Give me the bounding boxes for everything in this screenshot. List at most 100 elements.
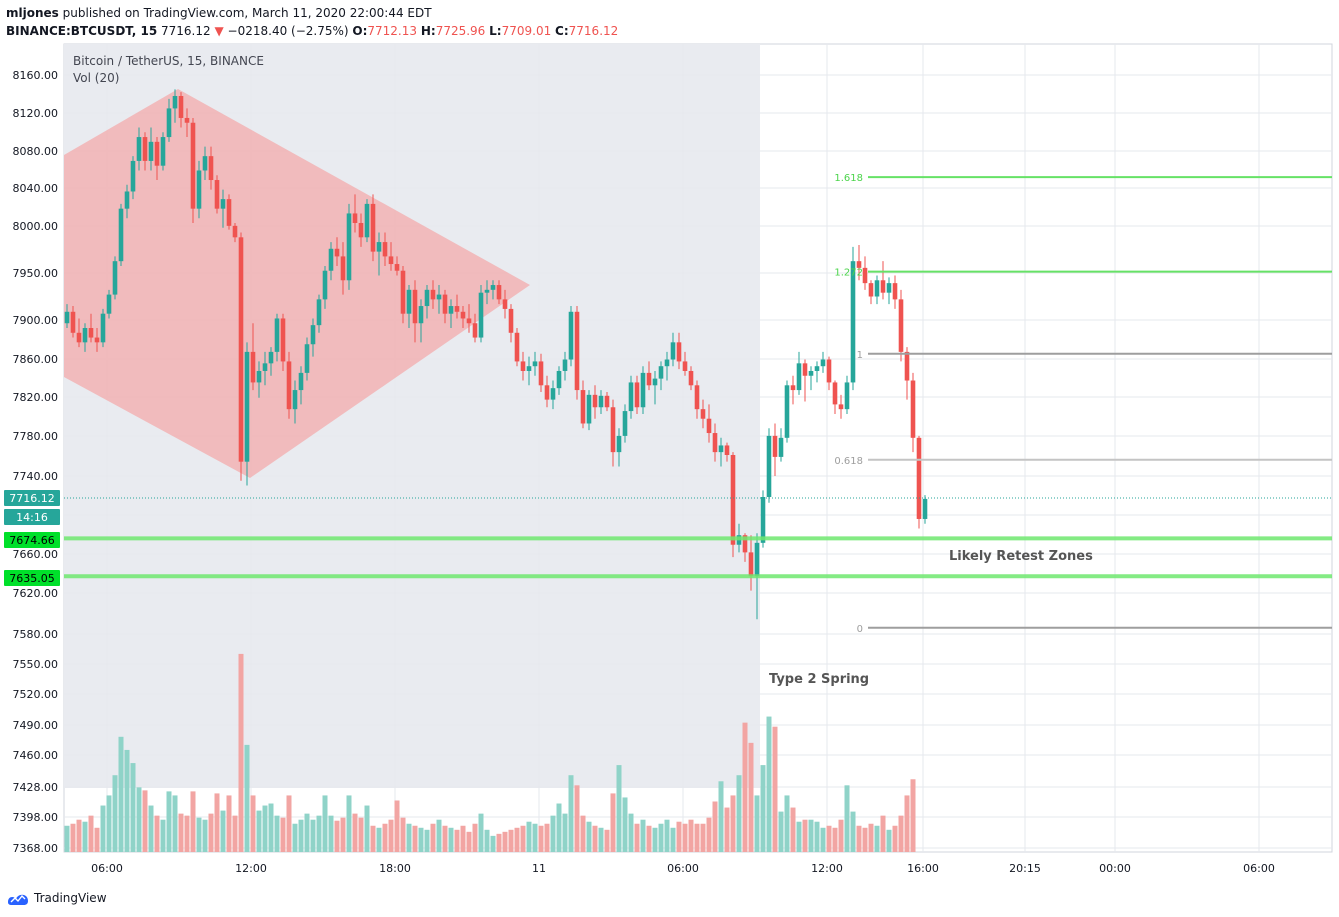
candle[interactable] [856, 244, 862, 281]
candle[interactable] [88, 313, 94, 343]
candle[interactable] [106, 289, 112, 319]
candle[interactable] [82, 323, 88, 352]
candle[interactable] [484, 280, 490, 305]
candle[interactable] [784, 380, 790, 443]
candle[interactable] [448, 299, 454, 329]
candle[interactable] [118, 203, 124, 266]
candle[interactable] [568, 306, 574, 367]
candle[interactable] [628, 375, 634, 419]
candle[interactable] [850, 246, 856, 391]
candle[interactable] [712, 423, 718, 462]
candle[interactable] [70, 306, 76, 338]
candle[interactable] [184, 108, 190, 138]
candle[interactable] [364, 199, 370, 243]
candle[interactable] [892, 275, 898, 309]
candle[interactable] [550, 380, 556, 410]
candle[interactable] [664, 351, 670, 381]
candle[interactable] [340, 242, 346, 295]
candle[interactable] [472, 313, 478, 343]
candle[interactable] [640, 366, 646, 414]
candle[interactable] [508, 304, 514, 343]
symbol-label[interactable]: BINANCE:BTCUSDT, 15 [6, 24, 158, 38]
candle[interactable] [772, 423, 778, 476]
candle[interactable] [466, 304, 472, 333]
candle[interactable] [808, 366, 814, 391]
candle[interactable] [646, 361, 652, 391]
candle[interactable] [538, 353, 544, 392]
candle[interactable] [886, 277, 892, 305]
candle[interactable] [580, 380, 586, 429]
candle[interactable] [232, 222, 238, 243]
candle[interactable] [196, 160, 202, 219]
candle[interactable] [370, 194, 376, 262]
candle[interactable] [244, 342, 250, 486]
candle[interactable] [358, 213, 364, 247]
candle[interactable] [526, 356, 532, 386]
fib-extension[interactable]: 1.618 1.272 1 0.618 0 [834, 173, 1332, 635]
candle[interactable] [682, 351, 688, 376]
candle[interactable] [610, 399, 616, 467]
candle[interactable] [490, 280, 496, 300]
candle[interactable] [658, 361, 664, 391]
candle[interactable] [826, 356, 832, 391]
candle[interactable] [694, 380, 700, 419]
candle[interactable] [838, 394, 844, 419]
candle[interactable] [496, 280, 502, 305]
candle[interactable] [922, 495, 928, 524]
candle[interactable] [556, 366, 562, 395]
candle[interactable] [514, 328, 520, 367]
candle[interactable] [604, 391, 610, 412]
candle[interactable] [532, 351, 538, 376]
candle[interactable] [436, 285, 442, 314]
candle[interactable] [502, 289, 508, 319]
candle[interactable] [76, 318, 82, 348]
candle[interactable] [442, 289, 448, 324]
candle[interactable] [634, 375, 640, 414]
candles[interactable] [64, 89, 928, 620]
candle[interactable] [190, 117, 196, 223]
candle[interactable] [220, 189, 226, 228]
candle[interactable] [520, 351, 526, 381]
candle[interactable] [430, 280, 436, 309]
candle[interactable] [904, 347, 910, 400]
candle[interactable] [142, 132, 148, 171]
candle[interactable] [724, 442, 730, 462]
candle[interactable] [844, 375, 850, 414]
candle[interactable] [412, 280, 418, 343]
candle[interactable] [652, 370, 658, 405]
candle[interactable] [880, 261, 886, 300]
candle[interactable] [136, 127, 142, 171]
candle[interactable] [64, 304, 70, 329]
candle[interactable] [214, 175, 220, 214]
candle[interactable] [616, 428, 622, 467]
candle[interactable] [592, 385, 598, 419]
candle[interactable] [256, 361, 262, 398]
candle[interactable] [100, 308, 106, 348]
candle[interactable] [178, 92, 184, 128]
support-lines[interactable] [64, 536, 1332, 579]
candle[interactable] [154, 137, 160, 181]
candle[interactable] [802, 359, 808, 402]
candle[interactable] [352, 194, 358, 233]
candle[interactable] [778, 428, 784, 462]
candle[interactable] [322, 265, 328, 309]
candle[interactable] [718, 437, 724, 467]
candle[interactable] [418, 299, 424, 343]
candle[interactable] [316, 294, 322, 333]
candle[interactable] [268, 347, 274, 376]
candle[interactable] [478, 285, 484, 343]
candle[interactable] [622, 404, 628, 443]
candle[interactable] [250, 323, 256, 391]
candle[interactable] [868, 280, 874, 305]
candle[interactable] [832, 380, 838, 414]
candle[interactable] [544, 375, 550, 408]
candle[interactable] [376, 232, 382, 276]
candle[interactable] [160, 132, 166, 171]
candle[interactable] [262, 351, 268, 386]
candle[interactable] [202, 146, 208, 181]
candle[interactable] [394, 256, 400, 276]
candle[interactable] [730, 452, 736, 558]
candle[interactable] [400, 265, 406, 324]
candle[interactable] [700, 399, 706, 429]
